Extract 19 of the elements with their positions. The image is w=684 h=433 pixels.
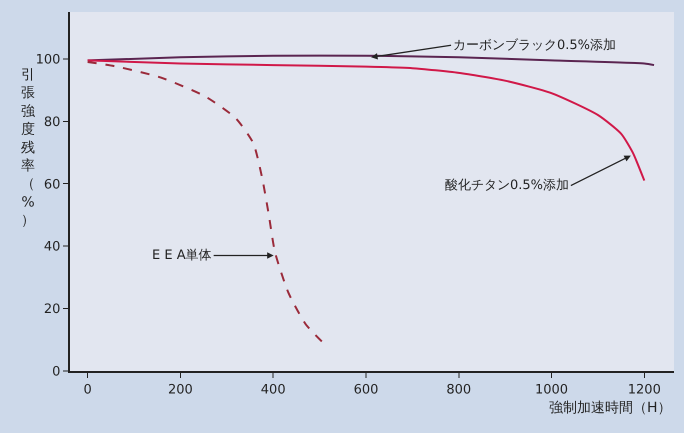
x-tick-label: 800 (446, 382, 472, 398)
x-tick-label: 1000 (534, 382, 568, 398)
y-tick-label: 100 (36, 52, 60, 68)
x-tick-label: 0 (83, 382, 92, 398)
text: 引張強度残率（%） (21, 67, 35, 229)
x-tick-label: 200 (168, 382, 193, 398)
y-tick-label: 60 (44, 177, 60, 192)
annotation: E E A単体 (152, 248, 212, 263)
y-tick-label: 20 (44, 302, 60, 318)
y-tick-label: 80 (44, 114, 60, 130)
y-tick-label: 40 (44, 240, 60, 255)
annotation: カーボンブラック0.5%添加 (453, 38, 616, 53)
y-tick-label: 0 (52, 364, 60, 380)
x-tick-label: 1200 (628, 382, 661, 398)
line-series (86, 60, 324, 344)
annotation: 酸化チタン0.5%添加 (445, 178, 570, 193)
x-axis-title: 強制加速時間（H） (549, 400, 672, 416)
x-tick-label: 400 (260, 382, 286, 398)
x-tick-label: 600 (354, 382, 378, 398)
